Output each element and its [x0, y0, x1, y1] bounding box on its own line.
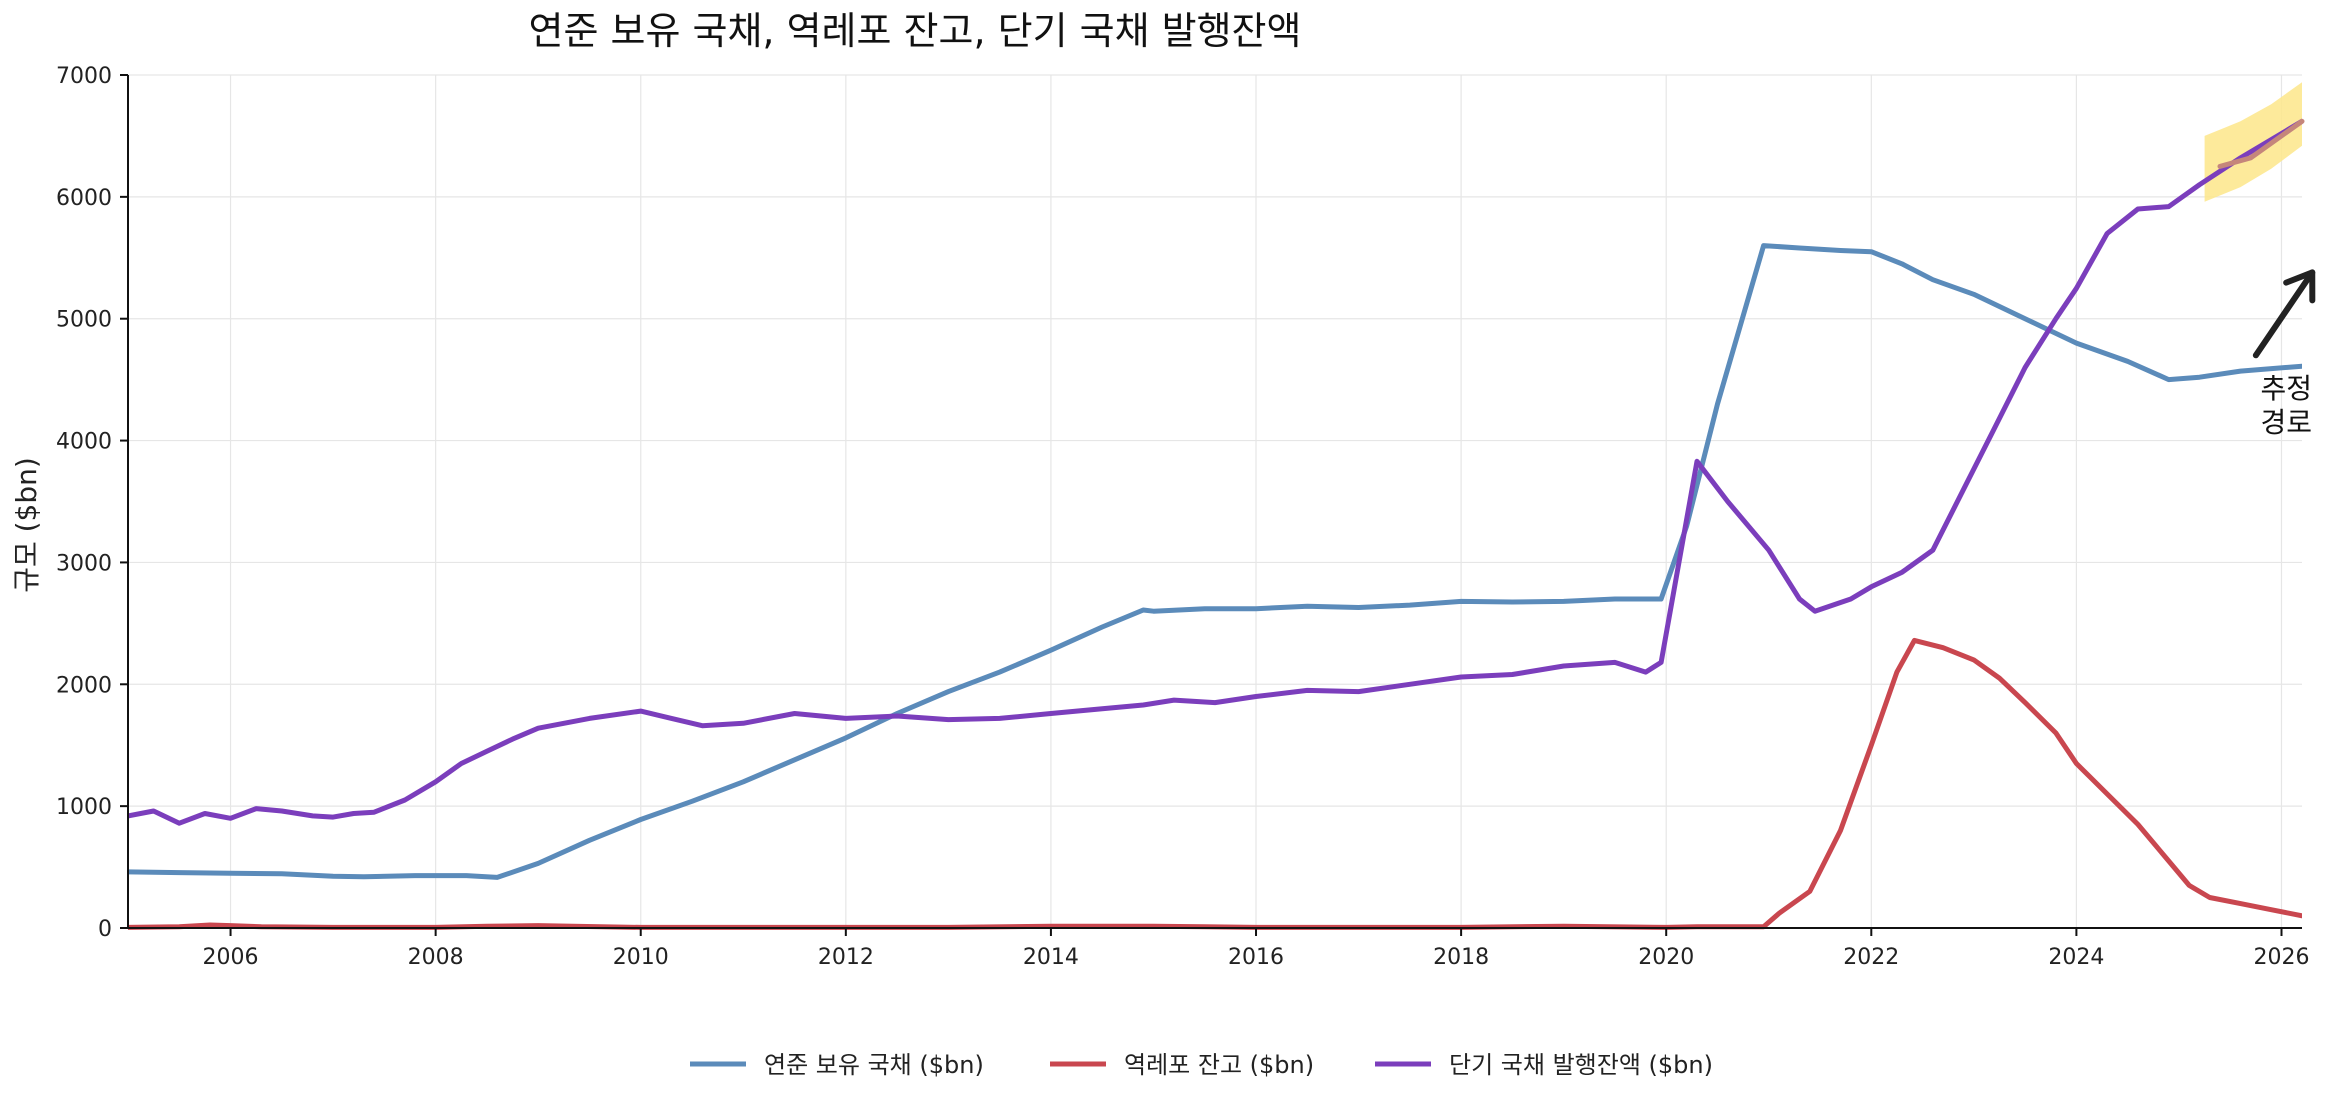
x-tick-label: 2012 — [818, 945, 874, 970]
fed-treasury-line — [128, 243, 2302, 880]
x-tick-label: 2016 — [1228, 945, 1284, 970]
x-tick-label: 2008 — [408, 945, 464, 970]
annotation-arrow-head — [2283, 269, 2316, 304]
projection-band — [2204, 82, 2302, 202]
legend-item: 단기 국채 발행잔액 ($bn) — [1375, 1051, 1713, 1079]
y-tick-label: 1000 — [56, 795, 112, 820]
y-axis-title: 규모 ($bn) — [10, 457, 43, 593]
legend-label: 연준 보유 국채 ($bn) — [764, 1051, 984, 1079]
grid — [128, 74, 2302, 929]
x-tick-label: 2006 — [203, 945, 259, 970]
x-tick-label: 2010 — [613, 945, 669, 970]
annotation-arrow-shaft — [2252, 269, 2316, 359]
legend-item: 역레포 잔고 ($bn) — [1050, 1051, 1314, 1079]
legend-label: 단기 국채 발행잔액 ($bn) — [1449, 1051, 1713, 1079]
y-tick-label: 0 — [98, 917, 112, 942]
legend-item: 연준 보유 국채 ($bn) — [690, 1051, 984, 1079]
x-tick-label: 2018 — [1433, 945, 1489, 970]
y-tick-label: 6000 — [56, 186, 112, 211]
y-tick-label: 7000 — [56, 64, 112, 89]
series-layer — [128, 118, 2302, 930]
y-tick-label: 4000 — [56, 430, 112, 455]
legend-label: 역레포 잔고 ($bn) — [1124, 1051, 1314, 1079]
projection-line — [2217, 118, 2305, 169]
y-tick-label: 3000 — [56, 551, 112, 576]
annotation-text-line: 경로 — [2260, 406, 2312, 439]
legend: 연준 보유 국채 ($bn) 역레포 잔고 ($bn) 단기 국채 발행잔액 ($b… — [690, 1051, 1713, 1079]
tbill-line — [128, 118, 2302, 826]
y-tick-label: 2000 — [56, 673, 112, 698]
x-tick-label: 2020 — [1638, 945, 1694, 970]
axes: 0 1000 2000 3000 4000 5000 6000 7000 2006 2008 201… — [56, 64, 2309, 970]
reverse-repo-line — [128, 637, 2302, 930]
annotation-text-line: 추정 — [2260, 372, 2312, 405]
x-tick-label: 2024 — [2048, 945, 2104, 970]
x-tick-label: 2026 — [2253, 945, 2309, 970]
chart-title: 연준 보유 국채, 역레포 잔고, 단기 국채 발행잔액 — [529, 9, 1302, 53]
x-tick-label: 2022 — [1843, 945, 1899, 970]
projection-band-layer — [2204, 82, 2302, 202]
y-tick-label: 5000 — [56, 308, 112, 333]
x-tick-label: 2014 — [1023, 945, 1079, 970]
